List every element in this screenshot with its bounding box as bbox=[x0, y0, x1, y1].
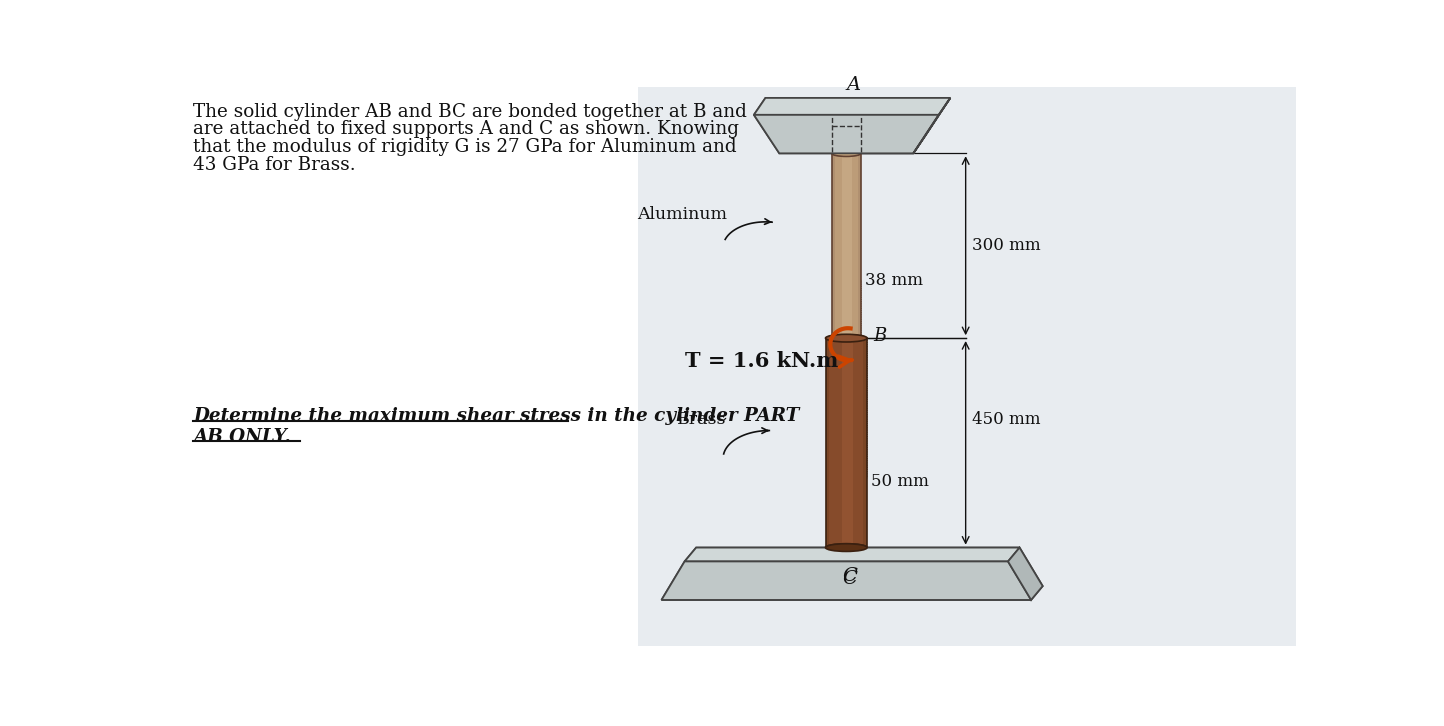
Polygon shape bbox=[638, 87, 1297, 646]
Polygon shape bbox=[842, 338, 853, 547]
Text: are attached to fixed supports A and C as shown. Knowing: are attached to fixed supports A and C a… bbox=[193, 121, 739, 138]
Polygon shape bbox=[835, 153, 858, 338]
Ellipse shape bbox=[832, 150, 861, 156]
Polygon shape bbox=[913, 98, 950, 153]
Ellipse shape bbox=[826, 544, 866, 552]
Polygon shape bbox=[684, 547, 1019, 561]
Text: T = 1.6 kN.m: T = 1.6 kN.m bbox=[684, 351, 838, 371]
Text: The solid cylinder AB and BC are bonded together at B and: The solid cylinder AB and BC are bonded … bbox=[193, 102, 747, 121]
Text: 50 mm: 50 mm bbox=[871, 473, 928, 490]
Text: that the modulus of rigidity G is 27 GPa for Aluminum and: that the modulus of rigidity G is 27 GPa… bbox=[193, 138, 736, 156]
Polygon shape bbox=[754, 115, 939, 153]
Text: C: C bbox=[843, 571, 858, 588]
Polygon shape bbox=[1008, 547, 1043, 600]
Polygon shape bbox=[754, 115, 939, 153]
Text: Determine the maximum shear stress in the cylinder PART: Determine the maximum shear stress in th… bbox=[193, 407, 800, 425]
Polygon shape bbox=[842, 153, 852, 338]
Polygon shape bbox=[829, 338, 864, 547]
Text: AB ONLY.: AB ONLY. bbox=[193, 428, 292, 446]
Text: 450 mm: 450 mm bbox=[972, 411, 1040, 428]
Text: Aluminum: Aluminum bbox=[637, 206, 726, 224]
Text: 43 GPa for Brass.: 43 GPa for Brass. bbox=[193, 155, 357, 174]
Text: 38 mm: 38 mm bbox=[865, 272, 923, 289]
Polygon shape bbox=[754, 98, 950, 115]
Polygon shape bbox=[684, 547, 1019, 561]
Polygon shape bbox=[832, 153, 861, 338]
Ellipse shape bbox=[826, 544, 866, 552]
Polygon shape bbox=[754, 98, 950, 115]
Text: Brass: Brass bbox=[677, 411, 726, 428]
Text: B: B bbox=[874, 327, 887, 345]
Polygon shape bbox=[913, 98, 950, 153]
Polygon shape bbox=[826, 338, 866, 547]
Text: C: C bbox=[843, 566, 858, 584]
Polygon shape bbox=[661, 561, 1031, 600]
Ellipse shape bbox=[826, 334, 866, 342]
Text: A: A bbox=[848, 76, 861, 94]
Polygon shape bbox=[661, 561, 1031, 600]
Text: 300 mm: 300 mm bbox=[972, 237, 1041, 254]
Polygon shape bbox=[1008, 547, 1043, 600]
